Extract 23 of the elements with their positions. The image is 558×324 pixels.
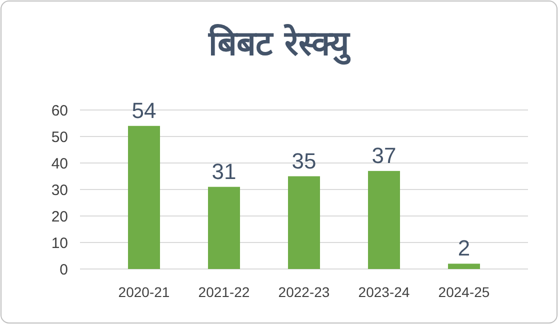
y-tick-label: 20 [51, 208, 68, 226]
y-tick-label: 50 [51, 128, 68, 146]
bar [368, 170, 400, 269]
bar [128, 126, 160, 269]
bar [208, 186, 240, 269]
x-tick-label: 2021-22 [198, 284, 250, 300]
y-tick-label: 0 [60, 261, 68, 278]
data-label: 37 [372, 142, 396, 168]
data-label: 54 [132, 98, 156, 123]
data-label: 35 [292, 148, 316, 174]
y-tick-label: 10 [51, 234, 68, 252]
x-tick-label: 2022-23 [278, 284, 330, 300]
bar [288, 176, 320, 269]
y-tick-label: 60 [51, 102, 68, 120]
chart-title: बिबट रेस्क्यु [208, 23, 352, 65]
x-tick-label: 2020-21 [118, 284, 170, 300]
y-tick-label: 30 [51, 182, 68, 199]
data-label: 31 [212, 158, 236, 184]
bar [448, 264, 480, 269]
x-tick-label: 2024-25 [438, 284, 490, 300]
y-tick-label: 40 [51, 155, 68, 172]
data-label: 2 [458, 236, 470, 261]
x-tick-label: 2023-24 [358, 284, 410, 300]
